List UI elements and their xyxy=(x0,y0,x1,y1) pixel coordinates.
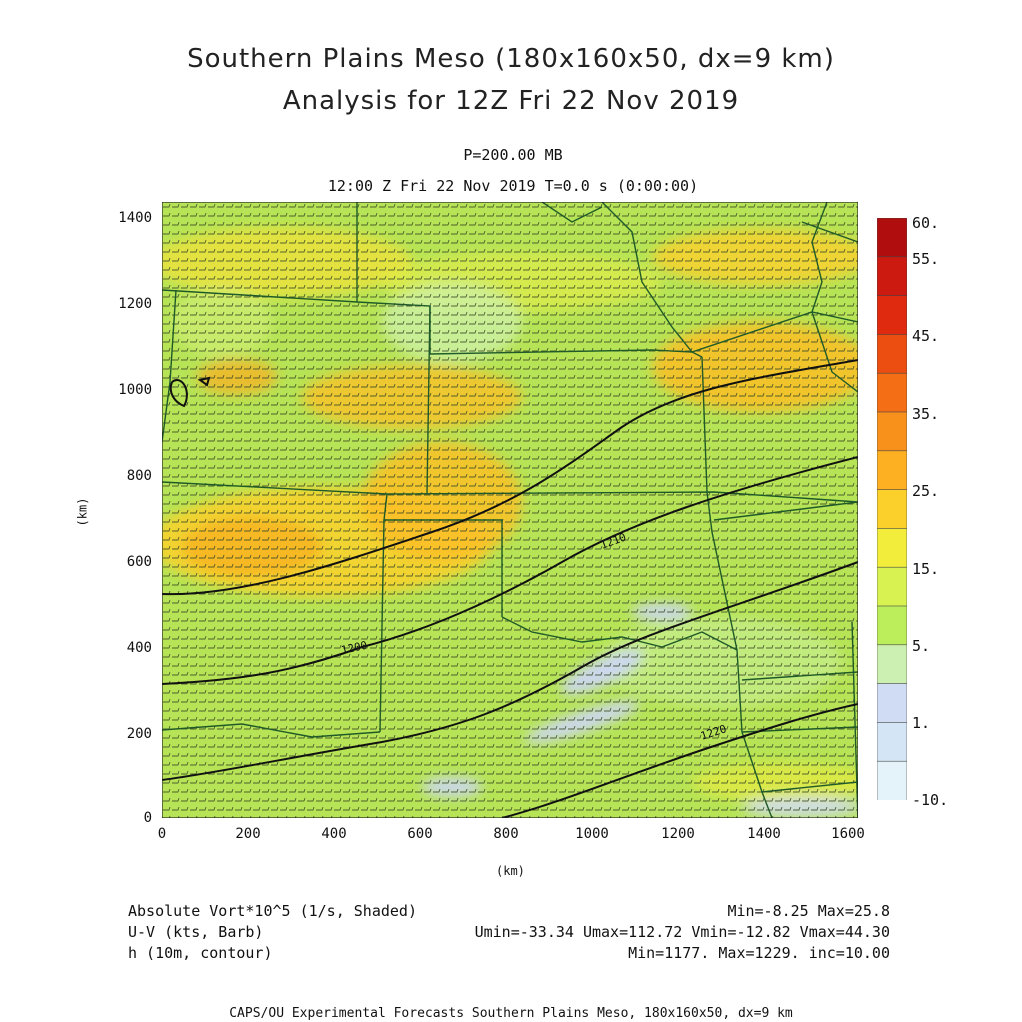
vorticity-map: 1200 1210 1220 xyxy=(162,202,858,818)
contour-label-1: 1200 xyxy=(340,639,369,657)
pressure-level: P=200.00 MB xyxy=(463,146,563,164)
colorbar-label-1: 1. xyxy=(912,714,931,732)
y-axis-unit: (km) xyxy=(75,497,90,527)
x-tick-1400: 1400 xyxy=(747,826,781,842)
colorbar-swatch xyxy=(877,760,907,800)
x-tick-200: 200 xyxy=(235,826,261,842)
map-title: Southern Plains Meso (180x160x50, dx=9 k… xyxy=(187,44,835,74)
colorbar-label-35: 35. xyxy=(912,405,940,423)
footer-credit: CAPS/OU Experimental Forecasts Southern … xyxy=(229,1006,793,1021)
y-tick-1400: 1400 xyxy=(118,210,152,226)
colorbar-swatch xyxy=(877,566,907,607)
colorbar-swatch xyxy=(877,528,907,568)
x-tick-1200: 1200 xyxy=(661,826,695,842)
x-tick-800: 800 xyxy=(493,826,519,842)
x-tick-1000: 1000 xyxy=(575,826,609,842)
colorbar-swatch xyxy=(877,683,907,724)
x-tick-600: 600 xyxy=(407,826,433,842)
colorbar-label-45: 45. xyxy=(912,327,940,345)
colorbar-swatch xyxy=(877,450,907,491)
colorbar-swatch xyxy=(877,722,907,762)
colorbar-label-15: 15. xyxy=(912,560,940,578)
height-contours xyxy=(162,359,858,818)
colorbar-swatch xyxy=(877,644,907,685)
colorbar-swatch xyxy=(877,256,907,297)
y-tick-600: 600 xyxy=(126,554,152,570)
y-tick-400: 400 xyxy=(126,640,152,656)
colorbar-swatch xyxy=(877,605,907,646)
valid-time: 12:00 Z Fri 22 Nov 2019 T=0.0 s (0:00:00… xyxy=(327,177,699,195)
y-tick-0: 0 xyxy=(143,810,152,826)
y-tick-200: 200 xyxy=(126,726,152,742)
height-label: h (10m, contour) xyxy=(128,944,273,962)
y-tick-800: 800 xyxy=(126,468,152,484)
x-axis-unit: (km) xyxy=(496,864,525,878)
height-stats: Min=1177. Max=1229. inc=10.00 xyxy=(628,944,890,962)
colorbar-label-60: 60. xyxy=(912,214,940,232)
y-tick-1000: 1000 xyxy=(118,382,152,398)
wind-stats: Umin=-33.34 Umax=112.72 Vmin=-12.82 Vmax… xyxy=(474,923,890,941)
colorbar-swatch xyxy=(877,411,907,452)
y-tick-1200: 1200 xyxy=(118,296,152,312)
colorbar-label-neg10: -10. xyxy=(912,791,949,809)
colorbar-label-5: 5. xyxy=(912,637,931,655)
vorticity-label: Absolute Vort*10^5 (1/s, Shaded) xyxy=(128,902,417,920)
x-tick-0: 0 xyxy=(157,826,167,842)
colorbar-swatch xyxy=(877,295,907,336)
wind-label: U-V (kts, Barb) xyxy=(128,923,264,941)
colorbar-label-25: 25. xyxy=(912,482,940,500)
colorbar-label-55: 55. xyxy=(912,250,940,268)
colorbar xyxy=(877,218,907,800)
colorbar-swatch xyxy=(877,218,907,258)
vorticity-stats: Min=-8.25 Max=25.8 xyxy=(727,902,890,920)
x-tick-1600: 1600 xyxy=(831,826,865,842)
wind-barbs xyxy=(162,202,858,818)
colorbar-swatch xyxy=(877,334,907,375)
colorbar-swatch xyxy=(877,372,907,413)
colorbar-swatch xyxy=(877,489,907,530)
analysis-time-title: Analysis for 12Z Fri 22 Nov 2019 xyxy=(282,86,740,116)
x-tick-400: 400 xyxy=(321,826,347,842)
